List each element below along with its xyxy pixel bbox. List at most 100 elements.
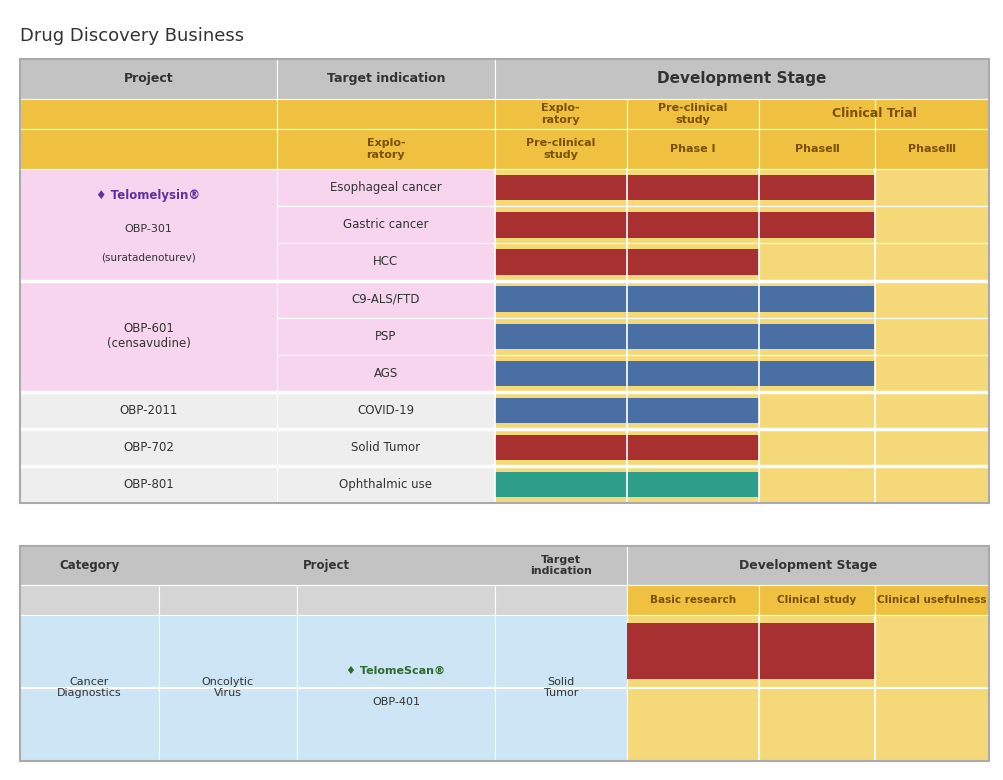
Bar xyxy=(758,615,874,760)
Text: Pre-clinical
study: Pre-clinical study xyxy=(526,138,595,160)
Bar xyxy=(20,58,988,503)
Bar xyxy=(20,58,277,99)
Text: HCC: HCC xyxy=(373,256,398,268)
Bar xyxy=(158,615,297,760)
Text: Project: Project xyxy=(123,73,174,85)
Text: Explo-
ratory: Explo- ratory xyxy=(366,138,405,160)
Text: AGS: AGS xyxy=(373,367,397,380)
Bar xyxy=(494,355,626,392)
Bar xyxy=(277,99,494,129)
Bar xyxy=(277,392,494,429)
Bar xyxy=(277,281,494,317)
Bar xyxy=(494,212,874,238)
Bar xyxy=(626,546,988,585)
Text: Solid Tumor: Solid Tumor xyxy=(351,441,420,454)
Bar xyxy=(494,317,626,355)
Bar xyxy=(494,99,626,129)
Bar xyxy=(626,317,758,355)
Text: OBP-301: OBP-301 xyxy=(124,224,173,234)
Bar xyxy=(277,129,494,169)
Bar xyxy=(626,281,758,317)
Bar xyxy=(494,286,874,312)
Bar xyxy=(758,317,874,355)
Text: Clinical study: Clinical study xyxy=(776,595,856,604)
Bar xyxy=(494,615,626,760)
Bar xyxy=(20,99,277,129)
Bar xyxy=(626,585,758,615)
Bar xyxy=(494,243,626,281)
Bar xyxy=(626,243,758,281)
Bar xyxy=(874,355,988,392)
Bar xyxy=(626,169,758,207)
Bar xyxy=(494,169,626,207)
Bar xyxy=(626,429,758,466)
Bar xyxy=(494,434,758,460)
Bar xyxy=(297,615,494,760)
Bar xyxy=(494,585,626,615)
Text: Phase I: Phase I xyxy=(670,144,715,154)
Bar xyxy=(874,243,988,281)
Bar xyxy=(874,281,988,317)
Text: C9-ALS/FTD: C9-ALS/FTD xyxy=(351,292,419,306)
Text: OBP-2011: OBP-2011 xyxy=(119,404,178,417)
Text: Esophageal cancer: Esophageal cancer xyxy=(330,181,441,194)
Bar xyxy=(20,429,277,466)
Bar xyxy=(494,398,758,423)
Text: Ophthalmic use: Ophthalmic use xyxy=(339,478,432,491)
Bar xyxy=(277,207,494,243)
Bar xyxy=(20,281,277,392)
Bar xyxy=(758,466,874,503)
Bar xyxy=(158,585,297,615)
Bar xyxy=(626,355,758,392)
Bar xyxy=(20,546,626,585)
Text: Gastric cancer: Gastric cancer xyxy=(343,218,428,232)
Text: Project: Project xyxy=(303,559,350,572)
Bar xyxy=(494,429,626,466)
Bar xyxy=(277,169,494,207)
Bar xyxy=(874,169,988,207)
Bar xyxy=(758,355,874,392)
Bar xyxy=(758,585,874,615)
Bar xyxy=(626,392,758,429)
Text: PhaseⅢ: PhaseⅢ xyxy=(907,144,955,154)
Bar xyxy=(494,392,626,429)
Text: Target
indication: Target indication xyxy=(530,555,591,576)
Bar xyxy=(277,317,494,355)
Bar xyxy=(277,466,494,503)
Text: PSP: PSP xyxy=(375,330,396,342)
Text: OBP-401: OBP-401 xyxy=(372,697,419,707)
Bar xyxy=(626,99,758,129)
Bar xyxy=(626,615,758,760)
Bar xyxy=(277,58,494,99)
Bar xyxy=(277,243,494,281)
Bar xyxy=(494,360,874,386)
Bar xyxy=(277,355,494,392)
Bar xyxy=(874,585,988,615)
Text: Solid
Tumor: Solid Tumor xyxy=(543,677,578,698)
Bar xyxy=(494,129,626,169)
Text: OBP-601
(censavudine): OBP-601 (censavudine) xyxy=(106,322,191,350)
Bar xyxy=(494,176,874,200)
Text: ♦ Telomelysin®: ♦ Telomelysin® xyxy=(96,189,201,202)
Bar xyxy=(626,466,758,503)
Text: OBP-801: OBP-801 xyxy=(123,478,174,491)
Bar xyxy=(626,129,758,169)
Bar xyxy=(874,392,988,429)
Bar xyxy=(20,585,158,615)
Bar xyxy=(758,169,874,207)
Bar xyxy=(494,472,758,497)
Text: Clinical Trial: Clinical Trial xyxy=(830,108,916,120)
Bar xyxy=(874,207,988,243)
Text: Explo-
ratory: Explo- ratory xyxy=(541,103,580,125)
Text: COVID-19: COVID-19 xyxy=(357,404,414,417)
Bar xyxy=(626,207,758,243)
Bar xyxy=(277,429,494,466)
Text: Development Stage: Development Stage xyxy=(657,71,825,87)
Bar xyxy=(758,243,874,281)
Bar xyxy=(494,207,626,243)
Bar xyxy=(494,324,874,349)
Bar xyxy=(20,129,277,169)
Bar xyxy=(20,392,277,429)
Text: Basic research: Basic research xyxy=(649,595,735,604)
Bar xyxy=(758,392,874,429)
